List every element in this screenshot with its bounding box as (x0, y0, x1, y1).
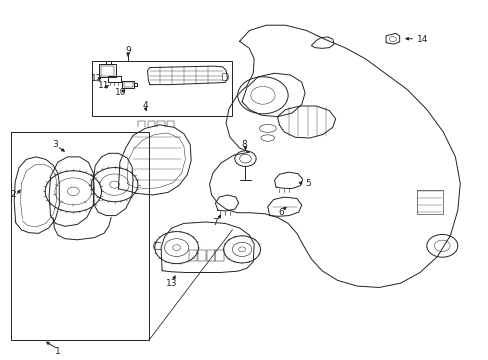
Text: 4: 4 (142, 101, 147, 110)
Text: 14: 14 (416, 35, 427, 44)
Text: 13: 13 (166, 279, 177, 288)
Text: 9: 9 (125, 46, 131, 55)
Bar (188, 250, 197, 261)
Bar (416, 190, 443, 214)
Text: 11: 11 (98, 81, 109, 90)
Text: 3: 3 (52, 140, 58, 149)
Text: 5: 5 (305, 179, 310, 188)
Text: 12: 12 (91, 74, 102, 83)
Bar (206, 250, 215, 261)
Bar (11, 132, 149, 340)
Text: 6: 6 (277, 207, 283, 216)
Bar (101, 66, 114, 76)
Text: 2: 2 (10, 190, 16, 199)
Text: 10: 10 (115, 88, 126, 97)
Bar (197, 250, 206, 261)
Bar (92, 61, 232, 116)
Text: 8: 8 (241, 140, 247, 149)
Bar (123, 82, 132, 87)
Text: 7: 7 (212, 218, 218, 227)
Text: 1: 1 (55, 347, 61, 356)
Bar (215, 250, 224, 261)
